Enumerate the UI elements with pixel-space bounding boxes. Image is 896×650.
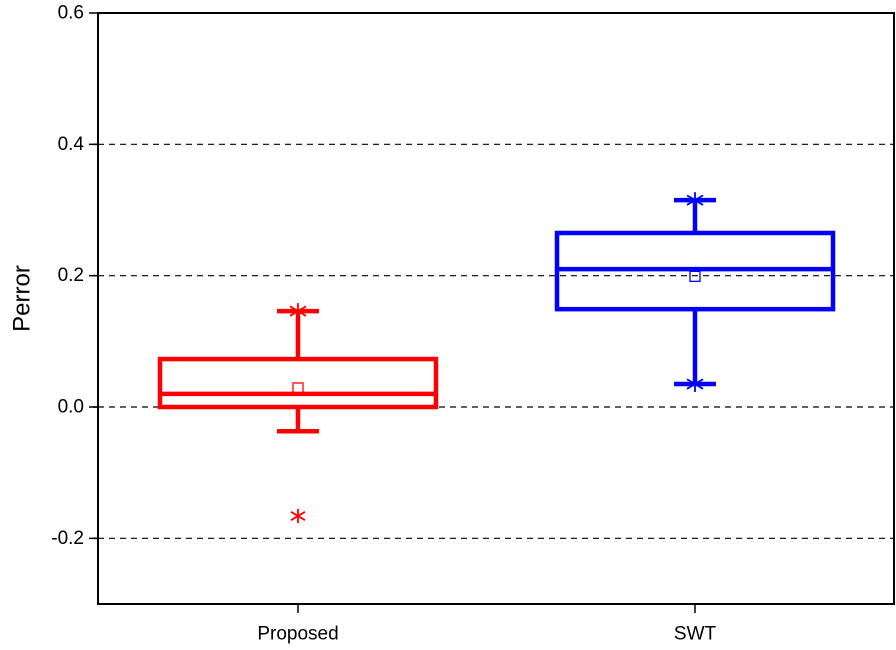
extreme-marker [686,192,704,209]
mean-marker [689,270,701,282]
extreme-marker [686,376,704,393]
x-tick-label: Proposed [257,624,338,645]
y-tick-label: 0.2 [58,265,84,286]
y-tick-label: 0.4 [58,134,85,155]
y-axis-title: Perror [9,265,36,332]
axes: -0.2 0.0 0.2 0.4 0.6 Proposed SWT [51,3,716,645]
y-tick-label: -0.2 [51,528,84,549]
interquartile-box [157,356,439,410]
outlier-marker [290,509,306,524]
y-tick-label: 0.6 [58,3,84,24]
box-series-proposed [157,303,439,524]
extreme-marker [289,303,307,320]
y-tick-label: 0.0 [58,397,84,418]
gridlines [98,143,894,539]
x-tick-label: SWT [674,624,717,645]
mean-marker [292,382,304,394]
plot-area-frame [97,12,895,605]
box-plot-series [157,192,836,524]
box-series-swt [554,192,836,393]
